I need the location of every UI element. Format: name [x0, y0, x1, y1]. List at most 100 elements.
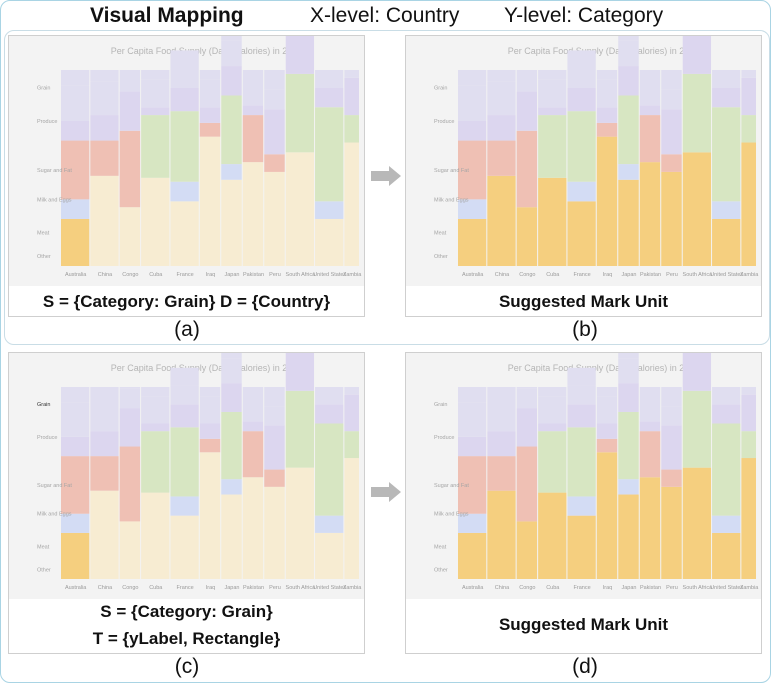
bar-segment-meat-japan — [618, 66, 639, 96]
bar-segment-meat-australia — [458, 120, 487, 141]
y-tick-label: Produce — [434, 435, 455, 441]
bar-segment-grain-iraq — [199, 136, 221, 266]
x-tick-label: France — [574, 272, 591, 278]
bar-segment-meat-united-states — [712, 87, 741, 108]
chart-title: Per Capita Food Supply (Daily Calories) … — [508, 46, 700, 56]
bar-segment-grain-congo — [119, 207, 141, 266]
x-tick-label: Congo — [122, 272, 138, 278]
bar-segment-meat-china — [90, 115, 119, 141]
bar-segment-meat-australia — [458, 436, 487, 457]
bar-segment-meat-zambia — [344, 394, 359, 432]
bar-segment-sugar-and-fat-australia — [61, 140, 90, 200]
bar-segment-meat-pakistan — [242, 105, 264, 116]
bar-segment-other-peru — [264, 406, 285, 426]
bar-segment-meat-peru — [661, 109, 682, 155]
bar-segment-other-iraq — [596, 387, 618, 397]
bar-segment-produce-united-states — [315, 515, 344, 533]
chart-title: Per Capita Food Supply (Daily Calories) … — [111, 46, 303, 56]
bar-segment-milk-and-eggs-france — [170, 111, 199, 182]
bar-segment-other-peru — [264, 89, 285, 110]
bar-segment-meat-zambia — [741, 394, 756, 432]
bar-segment-other-australia — [458, 402, 487, 437]
y-tick-label: Grain — [434, 86, 447, 92]
x-tick-label: South Africa — [683, 585, 714, 591]
y-tick-label: Grain — [37, 86, 50, 92]
caption-c-1: S = {Category: Grain} — [100, 602, 273, 621]
bar-segment-meat-pakistan — [242, 421, 264, 432]
panel-d: Per Capita Food Supply (Daily Calories) … — [405, 352, 762, 654]
bar-segment-meat-peru — [264, 109, 285, 155]
x-tick-label: China — [98, 272, 113, 278]
panel-label-a: (a) — [174, 318, 200, 341]
bar-segment-grain-iraq — [199, 452, 221, 579]
x-tick-label: Australia — [462, 585, 484, 591]
x-tick-label: China — [495, 272, 510, 278]
bar-segment-milk-and-eggs-cuba — [141, 431, 170, 493]
bar-segment-other-japan — [221, 36, 242, 41]
bar-segment-grain-france — [567, 515, 596, 579]
bar-segment-milk-and-eggs-united-states — [712, 107, 741, 202]
x-tick-label: Congo — [519, 272, 535, 278]
bar-segment-grain-pakistan — [242, 162, 264, 266]
bar-segment-sugar-and-fat-pakistan — [242, 431, 264, 478]
bar-segment-produce-france — [170, 496, 199, 516]
bar-segment-grain-australia — [61, 218, 90, 266]
bar-segment-grain-congo — [119, 521, 141, 579]
x-tick-label: Pakistan — [243, 585, 264, 591]
bar-segment-other-peru — [661, 387, 682, 407]
bar-segment-grain-south-africa — [682, 467, 712, 579]
bar-segment-sugar-and-fat-iraq — [596, 122, 618, 137]
bar-segment-sugar-and-fat-china — [487, 456, 516, 491]
bar-segment-other-cuba — [538, 79, 567, 108]
bar-segment-other-zambia — [741, 387, 756, 395]
bar-segment-milk-and-eggs-france — [567, 427, 596, 497]
bar-segment-other-china — [487, 70, 516, 82]
bar-segment-grain-cuba — [538, 492, 567, 579]
bar-segment-other-congo — [516, 70, 538, 72]
bar-segment-milk-and-eggs-cuba — [141, 115, 170, 178]
top-row-frame — [4, 30, 770, 345]
bar-segment-meat-united-states — [712, 404, 741, 424]
panel-label-c: (c) — [174, 655, 200, 678]
bar-segment-other-france — [170, 385, 199, 405]
bar-segment-sugar-and-fat-congo — [516, 130, 538, 208]
bar-segment-meat-congo — [516, 408, 538, 447]
x-tick-label: Japan — [621, 272, 636, 278]
bar-segment-meat-zambia — [741, 77, 756, 116]
bar-segment-produce-australia — [61, 199, 90, 219]
bar-segment-grain-united-states — [712, 532, 741, 579]
bar-segment-grain-united-states — [315, 532, 344, 579]
x-tick-label: United States — [313, 272, 346, 278]
bar-segment-grain-japan — [221, 179, 242, 266]
bar-segment-grain-zambia — [344, 458, 359, 579]
bar-segment-meat-south-africa — [682, 36, 712, 74]
x-tick-label: Peru — [666, 272, 678, 278]
bar-segment-other-china — [487, 387, 516, 399]
bar-segment-grain-pakistan — [242, 477, 264, 579]
y-tick-label: Milk and Eggs — [37, 512, 72, 518]
bar-segment-sugar-and-fat-iraq — [199, 438, 221, 453]
bar-segment-grain-australia — [458, 218, 487, 266]
bar-segment-meat-iraq — [199, 107, 221, 123]
bar-segment-grain-south-africa — [285, 152, 315, 266]
y-level-label: Y-level: Category — [504, 4, 664, 27]
y-tick-label: Produce — [37, 119, 58, 125]
bar-segment-other-congo — [119, 388, 141, 409]
x-tick-label: Iraq — [603, 585, 612, 591]
panel-c: Per Capita Food Supply (Daily Calories) … — [8, 352, 365, 654]
bar-segment-other-iraq — [596, 79, 618, 108]
bar-segment-grain-cuba — [141, 177, 170, 266]
bar-segment-meat-cuba — [538, 107, 567, 116]
bar-segment-grain-zambia — [741, 142, 756, 266]
bar-segment-meat-south-africa — [285, 353, 315, 391]
bar-segment-grain-zambia — [344, 142, 359, 266]
bar-segment-other-peru — [661, 70, 682, 90]
bar-segment-milk-and-eggs-south-africa — [682, 390, 712, 468]
bar-segment-milk-and-eggs-south-africa — [682, 73, 712, 153]
bar-segment-milk-and-eggs-cuba — [538, 115, 567, 178]
bar-segment-milk-and-eggs-france — [567, 111, 596, 182]
bar-segment-other-france — [567, 50, 596, 69]
bar-segment-other-united-states — [315, 70, 344, 88]
x-tick-label: China — [495, 585, 510, 591]
